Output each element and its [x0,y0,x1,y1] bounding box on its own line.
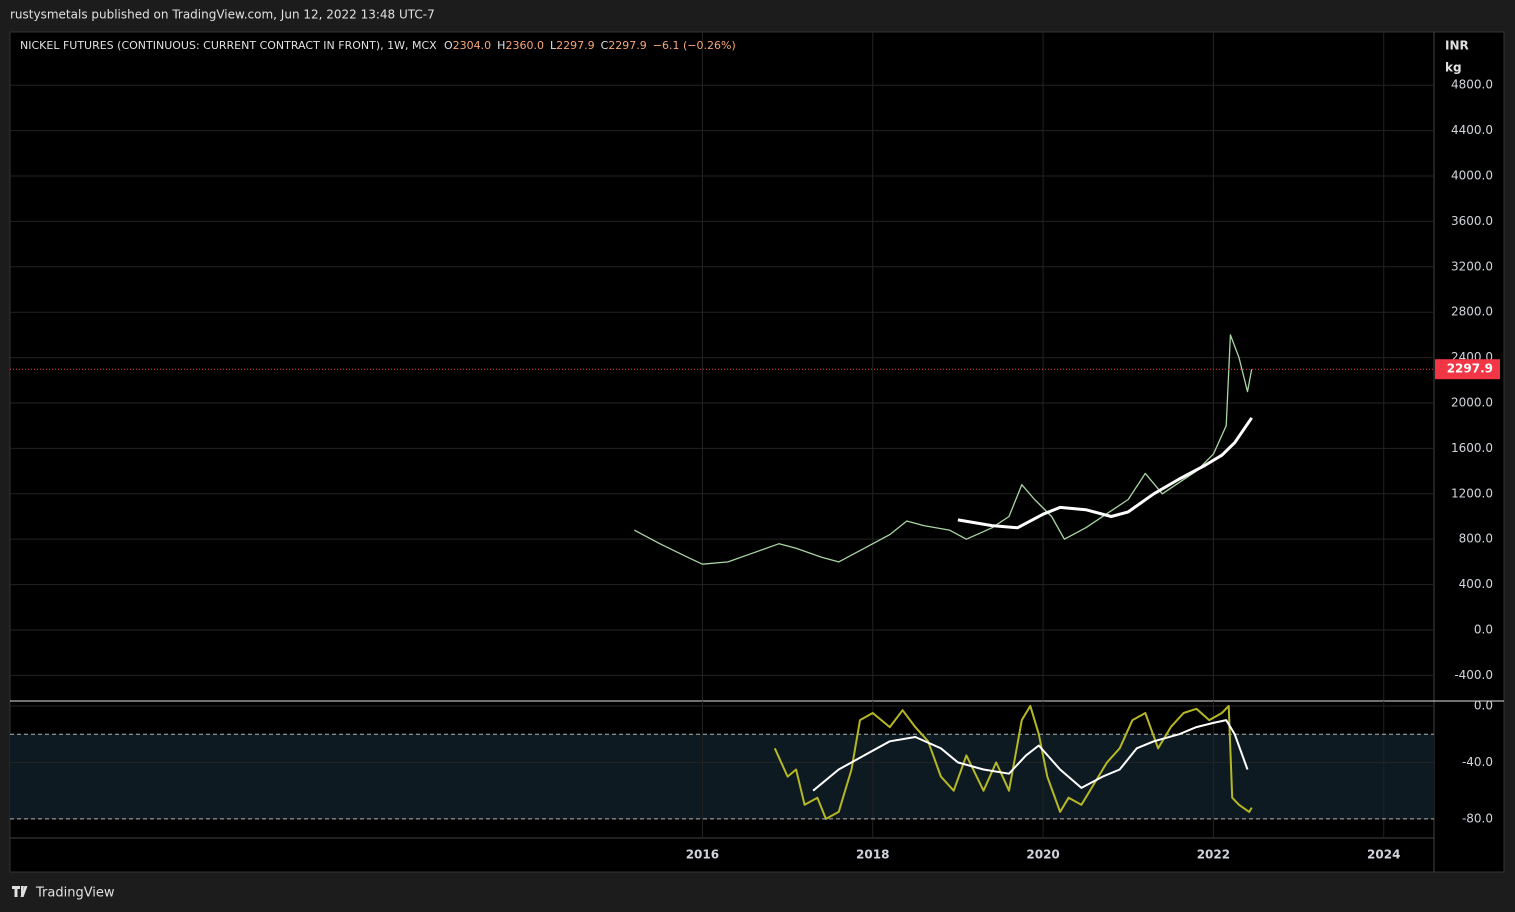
last-price-tag [1435,359,1500,380]
price-unit: INR [1445,39,1469,53]
y-tick-label: 1600.0 [1451,441,1493,455]
x-tick-label: 2016 [686,848,719,862]
y-tick-label: 3200.0 [1451,259,1493,273]
y-tick-label: 400.0 [1459,577,1493,591]
ohlc-value: 2360.0 [505,39,544,52]
publish-header: rustysmetals published on TradingView.co… [10,8,435,22]
tradingview-logo [12,886,28,897]
x-tick-label: 2018 [856,848,889,862]
y-tick-label: 4400.0 [1451,123,1493,137]
legend-change: −6.1 (−0.26%) [653,39,736,52]
ohlc-value: 2304.0 [453,39,492,52]
ohlc-name: L [550,39,557,52]
series-line [957,416,1253,530]
y-tick-label: 2800.0 [1451,305,1493,319]
y-tick-label: -80.0 [1462,811,1493,825]
logo-mark [12,886,28,897]
last-price-label: 2297.9 [1447,362,1493,376]
x-tick-label: 2024 [1367,848,1400,862]
x-tick-label: 2022 [1197,848,1230,862]
y-tick-label: 4000.0 [1451,169,1493,183]
level-band [10,734,1434,819]
y-tick-label: 800.0 [1459,532,1493,546]
ohlc-name: C [601,39,609,52]
ohlc-value: 2297.9 [608,39,647,52]
footer-brand: TradingView [35,886,115,901]
y-tick-label: 0.0 [1474,622,1493,636]
x-tick-label: 2020 [1026,848,1059,862]
y-tick-label: 0.0 [1474,698,1493,712]
ohlc-name: H [497,39,505,52]
legend-line: NICKEL FUTURES (CONTINUOUS: CURRENT CONT… [20,39,736,52]
price-unit: kg [1445,61,1462,75]
pane: 0.0 -40.0 -80.0 2016 2018 2020 2022 2024 [10,698,1493,862]
ohlc-value: 2297.9 [556,39,595,52]
series-line [773,704,1253,820]
y-tick-label: -400.0 [1454,668,1493,682]
legend-title: NICKEL FUTURES (CONTINUOUS: CURRENT CONT… [20,39,437,52]
y-tick-label: 1200.0 [1451,486,1493,500]
ohlc-name: O [444,39,453,52]
series-line [812,719,1249,792]
y-tick-label: -40.0 [1462,755,1493,769]
y-tick-label: 2000.0 [1451,395,1493,409]
y-tick-label: 4800.0 [1451,78,1493,92]
chart-frame [9,31,1505,873]
pane: -400.00.0400.0800.01200.01600.02000.0240… [10,32,1500,700]
y-tick-label: 3600.0 [1451,214,1493,228]
plot-layer: -400.00.0400.0800.01200.01600.02000.0240… [10,32,1500,862]
